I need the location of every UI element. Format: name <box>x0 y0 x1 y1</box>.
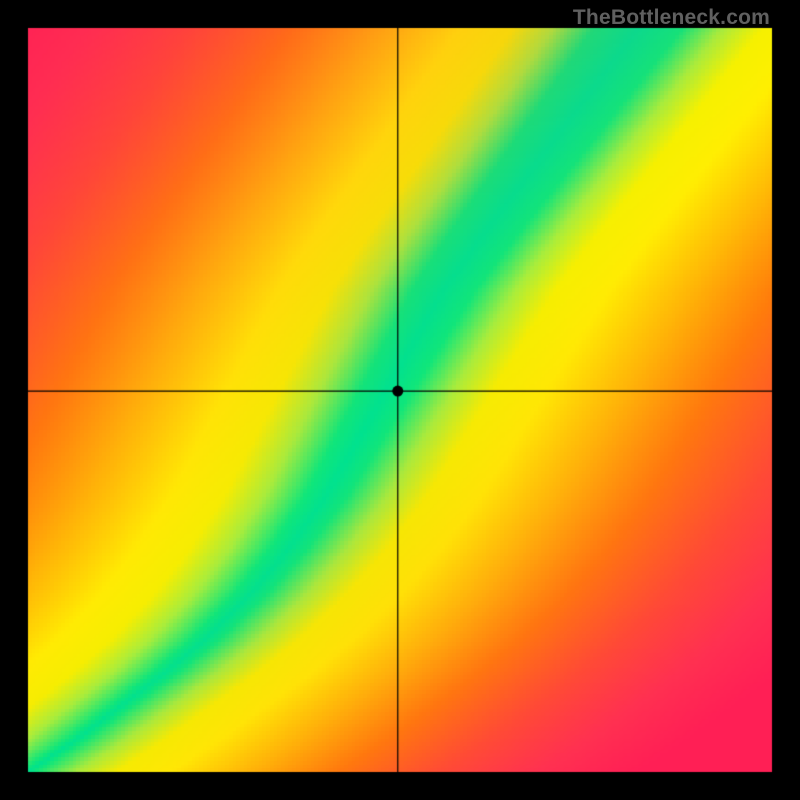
chart-container: TheBottleneck.com <box>0 0 800 800</box>
watermark-text: TheBottleneck.com <box>573 6 770 30</box>
bottleneck-heatmap <box>0 0 800 800</box>
